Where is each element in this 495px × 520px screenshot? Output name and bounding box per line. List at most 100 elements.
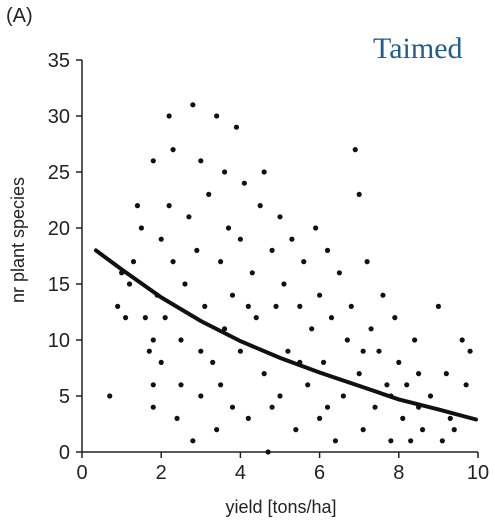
data-point [150,158,156,164]
overlay-text: Taimed [373,32,463,65]
data-point [277,393,283,399]
data-point [451,427,457,433]
data-point [328,315,335,321]
data-point [265,449,271,455]
data-point [352,147,358,153]
x-tick-label: 6 [314,462,325,484]
data-point [249,270,255,276]
data-point [356,191,362,197]
data-point [107,393,113,399]
data-point [336,270,342,276]
x-tick-label: 2 [156,462,167,484]
data-point [269,404,275,410]
x-axis-label: yield [tons/ha] [225,497,336,517]
data-point [198,393,204,399]
data-point [427,393,434,399]
data-point [301,259,307,265]
data-point [170,147,176,153]
data-point [412,337,418,343]
data-point [269,247,275,253]
data-point [130,259,137,265]
data-point [225,225,232,231]
data-point [202,303,208,309]
y-tick-label: 5 [59,386,70,408]
data-point [198,348,204,354]
data-point [122,315,129,321]
data-point [221,326,228,332]
data-point [194,247,200,253]
data-point [348,303,354,309]
data-point [210,359,216,365]
data-point [340,393,346,399]
data-point [245,303,251,309]
data-point [344,337,350,343]
data-point [368,326,374,332]
plot-frame [81,60,478,453]
data-point [142,315,148,321]
data-point [190,438,196,444]
data-point [356,371,362,377]
data-point [392,315,398,321]
data-point [273,303,279,309]
data-point [186,214,192,220]
x-tick-label: 4 [235,462,246,484]
data-point [324,404,331,410]
data-points [107,102,473,455]
data-point [467,348,473,354]
data-point [233,124,240,130]
x-tick-label: 10 [467,462,489,484]
data-point [408,438,414,444]
y-tick-label: 25 [48,162,70,184]
y-tick-label: 30 [48,106,70,128]
data-point [320,359,327,365]
data-point [277,214,283,220]
data-point [162,315,168,321]
data-point [443,371,449,377]
data-point [324,247,331,253]
data-point [419,427,426,433]
data-point [178,337,184,343]
data-point [150,337,156,343]
data-point [237,348,243,354]
data-point [257,203,263,209]
data-point [218,382,224,388]
data-point [221,169,228,175]
data-point [174,415,180,421]
data-point [229,292,236,298]
data-point [459,337,465,343]
data-point [261,169,267,175]
data-point [182,281,188,287]
data-point [214,427,220,433]
data-point [463,382,469,388]
fit-curve [93,248,478,422]
data-point [376,348,382,354]
data-point [158,236,164,242]
data-point [229,404,236,410]
data-point [435,303,441,309]
y-tick-label: 35 [48,50,70,72]
data-point [245,415,251,421]
data-point [158,359,164,365]
data-point [206,191,212,197]
data-point [372,404,378,410]
data-point [313,225,319,231]
data-point [138,225,144,231]
data-point [360,348,366,354]
data-point [400,415,406,421]
data-point [297,303,303,309]
data-point [115,303,121,309]
data-point [237,236,243,242]
data-point [364,259,370,265]
y-axis-label: nr plant species [8,177,28,303]
data-point [380,292,386,298]
data-point [404,382,410,388]
x-tick-label: 8 [393,462,404,484]
data-point [241,180,247,186]
x-tick-label: 0 [76,462,87,484]
data-point [293,427,299,433]
data-point [281,281,287,287]
data-point [178,382,184,388]
data-point [305,382,311,388]
data-point [146,348,152,354]
